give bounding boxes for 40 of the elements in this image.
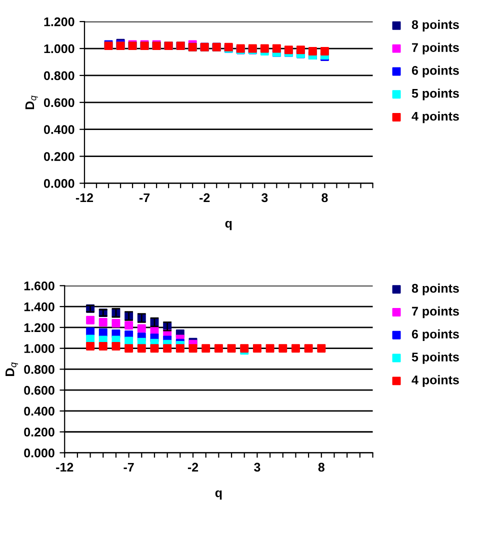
legend-label: 4 points xyxy=(412,375,459,387)
x-tick-label: 8 xyxy=(318,462,324,472)
y-tick-label: 1.000 xyxy=(24,344,54,353)
y-tick-label: 0.800 xyxy=(24,365,54,374)
x-tick-label: -12 xyxy=(76,193,94,202)
x-tick-label: -7 xyxy=(124,462,134,472)
x-axis-title: q xyxy=(225,220,232,230)
y-tick-label: 1.000 xyxy=(44,44,74,54)
x-tick-label: -2 xyxy=(188,462,198,472)
legend-label: 5 points xyxy=(412,352,459,364)
y-tick-label: 0.600 xyxy=(44,98,74,108)
x-axis-title: q xyxy=(215,490,222,500)
y-tick-label: 0.200 xyxy=(24,428,54,437)
y-tick-label: 0.600 xyxy=(24,386,54,395)
y-axis-title: D$_{q}$ xyxy=(25,96,38,110)
legend-label: 4 points xyxy=(412,111,459,124)
legend-label: 8 points xyxy=(412,20,459,32)
y-tick-label: 0.800 xyxy=(44,71,74,80)
x-tick-label: 3 xyxy=(261,193,268,202)
x-tick-label: -2 xyxy=(200,193,210,202)
y-tick-label: 0.400 xyxy=(44,125,74,134)
y-axis-title: D$_{q}$ xyxy=(6,362,18,376)
y-tick-label: 1.600 xyxy=(24,281,54,290)
legend-label: 6 points xyxy=(412,329,459,342)
y-tick-label: 0.000 xyxy=(24,448,54,458)
legend-label: 8 points xyxy=(412,284,459,296)
y-tick-label: 0.400 xyxy=(24,406,54,416)
y-tick-label: 1.400 xyxy=(24,302,54,312)
x-tick-label: -12 xyxy=(56,462,74,472)
legend-label: 6 points xyxy=(412,66,459,78)
legend-label: 7 points xyxy=(412,306,459,318)
x-tick-label: 3 xyxy=(254,462,260,472)
y-tick-label: 1.200 xyxy=(44,17,74,26)
y-tick-label: 0.000 xyxy=(44,179,74,188)
x-tick-label: -7 xyxy=(139,193,150,202)
x-tick-label: 8 xyxy=(322,193,328,202)
legend-label: 7 points xyxy=(412,42,459,54)
y-tick-label: 0.200 xyxy=(44,152,74,161)
legend-label: 5 points xyxy=(412,88,459,100)
y-tick-label: 1.200 xyxy=(24,323,54,332)
